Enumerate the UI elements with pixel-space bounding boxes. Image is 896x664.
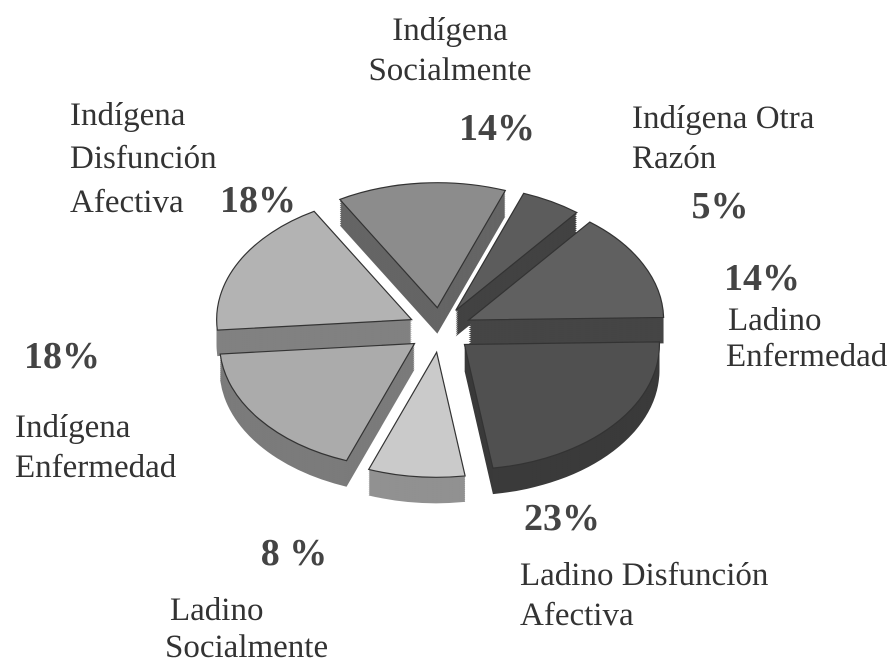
value-label: 14%	[724, 257, 800, 299]
slice-label: Indígena Otra Razón	[632, 100, 815, 176]
slice-label: Indígena Disfunción Afectiva	[70, 97, 217, 220]
slice-top	[216, 210, 413, 331]
value-label: 18%	[24, 335, 100, 377]
slice-label: Indígena Enfermedad	[15, 409, 177, 485]
slice-top	[219, 342, 416, 462]
slice-label: Ladino Enfermedad	[726, 302, 888, 374]
value-label: 14%	[459, 107, 535, 149]
slice	[367, 350, 466, 504]
slice-label: Ladino Disfunción Afectiva	[520, 557, 768, 633]
slice-label: Ladino Socialmente	[165, 592, 328, 664]
slice	[338, 182, 507, 334]
slice	[216, 210, 413, 357]
slice-top	[463, 341, 661, 469]
slice	[463, 341, 661, 495]
slice	[219, 342, 416, 487]
value-label: 5%	[692, 185, 749, 227]
value-label: 18%	[220, 179, 296, 221]
slice-label: Indígena Socialmente	[368, 12, 531, 88]
slice-top	[367, 350, 466, 478]
value-label: 8 %	[261, 532, 328, 574]
slice-top	[455, 192, 578, 311]
slice-top	[338, 182, 507, 309]
slice	[455, 192, 578, 337]
slice	[466, 221, 665, 347]
slice-top	[466, 221, 665, 321]
value-label: 23%	[524, 497, 600, 539]
